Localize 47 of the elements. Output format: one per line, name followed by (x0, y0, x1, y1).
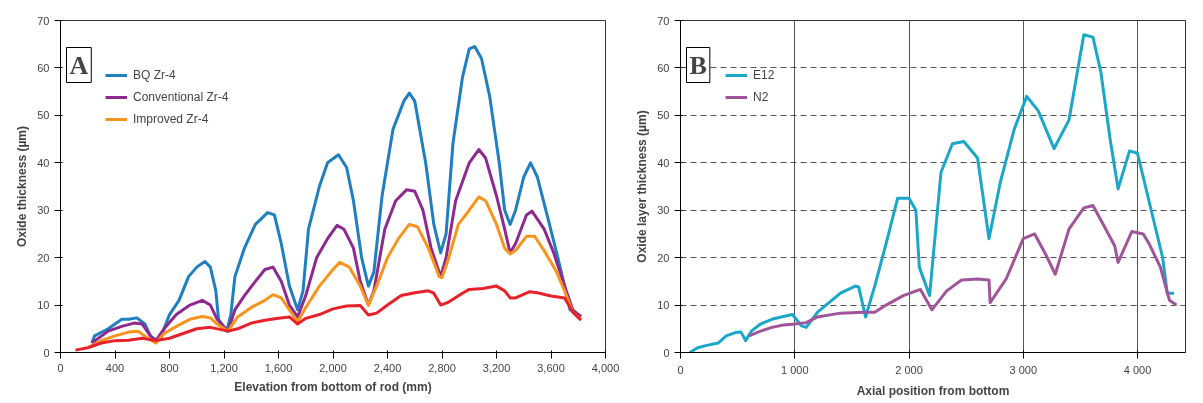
annotation: B (689, 50, 707, 80)
line-series (688, 33, 1176, 353)
y-tick-label: 60 (657, 61, 670, 74)
legend-label: E12 (753, 68, 775, 82)
y-tick-label: 20 (657, 251, 670, 264)
y-tick-label: 20 (37, 251, 50, 264)
x-tick-label: 2,000 (319, 361, 347, 374)
x-tick-label: 800 (160, 361, 179, 374)
x-axis-title: Elevation from bottom of rod (mm) (234, 379, 432, 394)
y-tick-label: 70 (37, 14, 50, 27)
legend-label: Improved Zr-4 (133, 112, 209, 126)
y-tick-label: 10 (37, 299, 50, 312)
y-axis-title: Oxide layer thickness (µm) (635, 110, 650, 263)
y-axis-title: Oxide thickness (µm) (15, 126, 30, 247)
x-tick-label: 4 000 (1123, 363, 1152, 376)
x-tick-label: 1 000 (780, 363, 809, 376)
y-tick-label: 40 (37, 156, 50, 169)
legend-label: BQ Zr-4 (133, 68, 176, 82)
x-tick-label: 3 000 (1009, 363, 1038, 376)
x-tick-label: 1,200 (210, 361, 238, 374)
x-tick-label: 1,600 (264, 361, 293, 374)
line-series (90, 148, 583, 345)
line-series (747, 203, 1178, 338)
y-tick-label: 70 (657, 14, 670, 27)
x-tick-label: 4,000 (591, 361, 620, 374)
x-axis-title: Axial position from bottom (856, 383, 1010, 398)
y-tick-label: 30 (657, 204, 670, 217)
x-tick-label: 400 (105, 361, 125, 374)
line-series (73, 284, 583, 352)
legend-label: N2 (753, 90, 770, 104)
y-tick-label: 40 (657, 156, 670, 169)
annotation: A (69, 50, 89, 80)
x-tick-label: 0 (677, 363, 684, 376)
y-tick-label: 50 (657, 109, 670, 122)
x-tick-label: 3,600 (537, 361, 565, 374)
x-tick-label: 2,800 (428, 361, 456, 374)
x-tick-label: 2 000 (895, 363, 923, 376)
y-tick-label: 0 (663, 346, 670, 359)
x-tick-label: 3,200 (482, 361, 511, 374)
y-tick-label: 10 (657, 299, 670, 312)
y-tick-label: 0 (43, 346, 50, 359)
y-tick-label: 50 (37, 109, 50, 122)
y-tick-label: 60 (37, 61, 50, 74)
x-tick-label: 2,400 (373, 361, 402, 374)
y-tick-label: 30 (37, 204, 50, 217)
x-tick-label: 0 (57, 361, 64, 374)
legend-label: Conventional Zr-4 (133, 90, 229, 104)
